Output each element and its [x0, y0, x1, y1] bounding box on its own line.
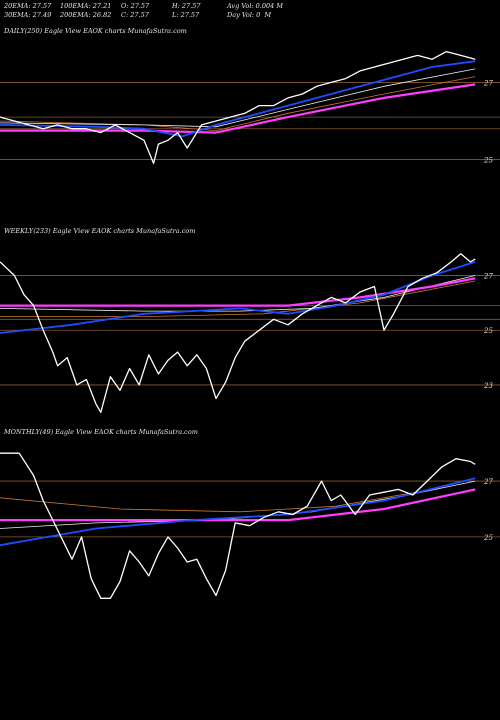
ema-blue-line-0	[0, 60, 476, 138]
panel-1: 27 25 23	[0, 253, 500, 413]
ema-magenta-line-0	[0, 83, 476, 134]
header-row-2: 30EMA: 27.49 200EMA: 26.82 C: 27.57 L: 2…	[0, 11, 500, 20]
header-row-1: 20EMA: 27.57 100EMA: 27.21 O: 27.57 H: 2…	[0, 2, 500, 11]
ema200-label: 200EMA: 26.82	[60, 11, 112, 19]
ytick-2-1: 25	[483, 534, 493, 542]
weekly-panel-title: WEEKLY(233) Eagle View EAOK charts Munaf…	[4, 227, 196, 235]
day-vol-label: Day Vol: 0 M	[227, 11, 272, 19]
open-label: O: 27.57	[121, 2, 150, 10]
price-line-1	[0, 253, 476, 413]
ytick-1-1: 25	[483, 327, 493, 335]
avg-vol-label: Avg Vol: 0.004 M	[227, 2, 284, 10]
high-label: H: 27.57	[172, 2, 201, 10]
ema20-label: 20EMA: 27.57	[4, 2, 52, 10]
ema-white-line-0	[0, 68, 476, 128]
ema-blue-line-1	[0, 261, 476, 334]
ytick-0-0: 27	[483, 79, 493, 87]
low-label: L: 27.57	[172, 11, 200, 19]
ytick-1-2: 23	[483, 382, 493, 390]
ema-magenta-line-2	[0, 488, 476, 522]
panel-2: 27 25	[0, 452, 500, 599]
monthly-panel-title: MONTHLY(49) Eagle View EAOK charts Munaf…	[4, 428, 198, 436]
ema-white-line-1	[0, 275, 476, 312]
daily-panel-title: DAILY(250) Eagle View EAOK charts Munafa…	[4, 27, 187, 35]
panel-0: 27 25	[0, 50, 500, 165]
ema-orange-line-1	[0, 280, 476, 318]
close-label: C: 27.57	[121, 11, 149, 19]
ema30-label: 30EMA: 27.49	[4, 11, 52, 19]
ytick-1-0: 27	[483, 273, 493, 281]
ema-blue-line-2	[0, 477, 476, 547]
ema-orange-line-0	[0, 76, 476, 132]
ema100-label: 100EMA: 27.21	[60, 2, 112, 10]
price-line-0	[0, 50, 476, 165]
ytick-0-1: 25	[483, 157, 493, 165]
ytick-2-0: 27	[483, 478, 493, 486]
ema-magenta-line-1	[0, 277, 476, 307]
price-line-2	[0, 452, 476, 599]
